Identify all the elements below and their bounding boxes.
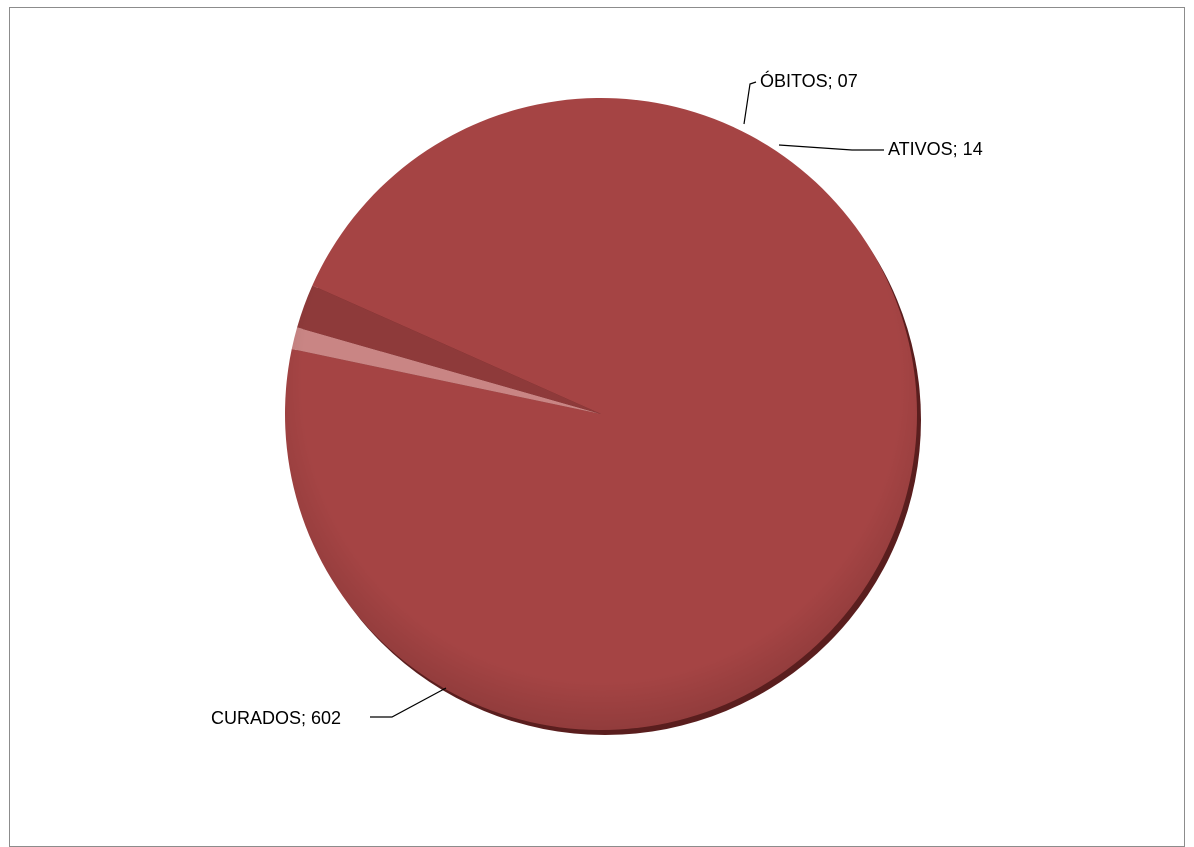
- leader-line: [743, 81, 757, 125]
- pie-slice-curados: [284, 98, 917, 731]
- data-label: ÓBITOS; 07: [760, 70, 858, 91]
- data-label: ATIVOS; 14: [888, 139, 983, 159]
- data-label: CURADOS; 602: [211, 708, 341, 728]
- leader-line: [778, 144, 884, 151]
- leader-line: [370, 687, 447, 718]
